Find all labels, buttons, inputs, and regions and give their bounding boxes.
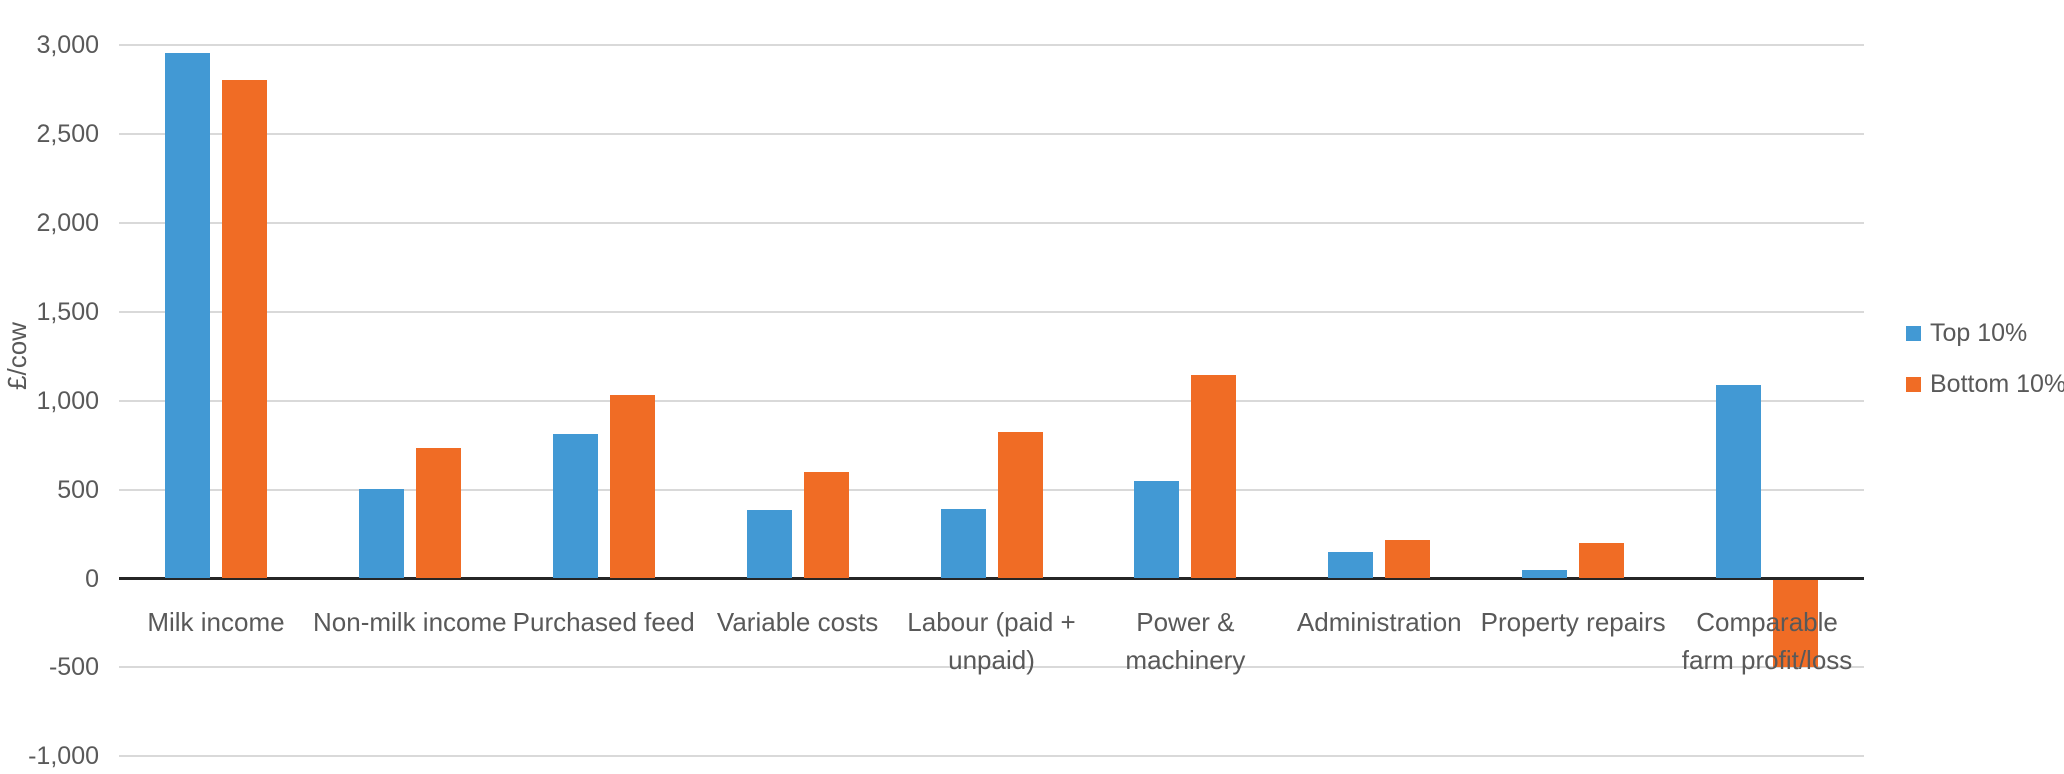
bar-bottom-10-non-milk-income (415, 447, 461, 579)
gridline-3,000 (119, 44, 1864, 47)
x-category-label-purchased-feed: Purchased feed (494, 603, 714, 641)
x-category-label-line: Variable costs (716, 607, 879, 637)
x-category-label-line: Purchased feed (512, 607, 695, 637)
gridline-2,500 (119, 133, 1864, 136)
bar-bottom-10-purchased-feed (609, 394, 655, 579)
bar-bottom-10-milk-income (221, 80, 267, 579)
x-category-label-administration: Administration (1269, 603, 1489, 641)
y-axis-title: £/cow (2, 322, 32, 390)
x-category-label-line: Labour (paid + (907, 607, 1076, 637)
y-tick-label-1,500: 1,500 (36, 297, 99, 326)
bar-top-10-property-repairs (1522, 569, 1568, 579)
gridline-1,500 (119, 310, 1864, 313)
y-tick-label--500: -500 (48, 653, 99, 682)
x-category-label-line: Milk income (147, 607, 285, 637)
x-category-label-line: Non-milk income (313, 607, 507, 637)
x-category-label-variable-costs: Variable costs (688, 603, 908, 641)
x-axis-line (119, 577, 1864, 580)
bar-top-10-comparable-farm-profit-loss (1716, 384, 1762, 579)
x-category-label-power-machinery: Power & machinery (1075, 603, 1295, 679)
x-category-label-comparable-farm-profit-loss: Comparable farm profit/loss (1657, 603, 1877, 679)
gridline-2,000 (119, 222, 1864, 225)
gridline-500 (119, 488, 1864, 491)
bar-top-10-labour-paid-unpaid (940, 509, 986, 579)
legend-swatch-bottom-10 (1906, 376, 1921, 392)
x-category-label-line: Property repairs (1480, 607, 1666, 637)
y-tick-label-500: 500 (57, 475, 99, 504)
x-category-label-line: farm profit/loss (1681, 645, 1853, 675)
bar-bottom-10-labour-paid-unpaid (997, 431, 1043, 579)
x-category-label-line: machinery (1125, 645, 1246, 675)
legend-label-top-10: Top 10% (1930, 318, 2028, 347)
bar-bottom-10-comparable-farm-profit-loss (1773, 580, 1819, 668)
gridline-1,000 (119, 399, 1864, 402)
bar-top-10-administration (1328, 551, 1374, 579)
x-category-label-line: unpaid) (948, 645, 1035, 675)
legend-item-bottom-10: Bottom 10% (1906, 369, 2064, 399)
gridline--500 (119, 666, 1864, 669)
x-category-label-line: Power & (1136, 607, 1235, 637)
legend-label-bottom-10: Bottom 10% (1930, 369, 2064, 398)
y-tick-label-0: 0 (85, 564, 99, 593)
bar-bottom-10-power-machinery (1191, 375, 1237, 579)
bar-top-10-purchased-feed (552, 433, 598, 579)
x-category-label-milk-income: Milk income (106, 603, 326, 641)
bar-bottom-10-variable-costs (803, 471, 849, 579)
x-category-label-line: Administration (1296, 607, 1462, 637)
x-category-label-property-repairs: Property repairs (1463, 603, 1683, 641)
bar-top-10-non-milk-income (358, 488, 404, 579)
bar-top-10-power-machinery (1134, 480, 1180, 579)
x-category-label-labour-paid-unpaid: Labour (paid + unpaid) (882, 603, 1102, 679)
y-tick-label-3,000: 3,000 (36, 31, 99, 60)
bar-bottom-10-property-repairs (1579, 542, 1625, 579)
x-category-label-line: Comparable (1696, 607, 1838, 637)
y-tick-label-2,000: 2,000 (36, 209, 99, 238)
legend-item-top-10: Top 10% (1906, 318, 2064, 348)
bar-top-10-milk-income (164, 52, 210, 579)
legend: Top 10% Bottom 10% (1906, 318, 2064, 399)
x-category-label-non-milk-income: Non-milk income (300, 603, 520, 641)
legend-swatch-top-10 (1906, 325, 1921, 341)
y-tick-label-1,000: 1,000 (36, 386, 99, 415)
gridline--1,000 (119, 755, 1864, 758)
y-tick-label--1,000: -1,000 (28, 742, 99, 771)
bar-bottom-10-administration (1385, 540, 1431, 579)
y-tick-label-2,500: 2,500 (36, 120, 99, 149)
bar-top-10-variable-costs (746, 510, 792, 579)
